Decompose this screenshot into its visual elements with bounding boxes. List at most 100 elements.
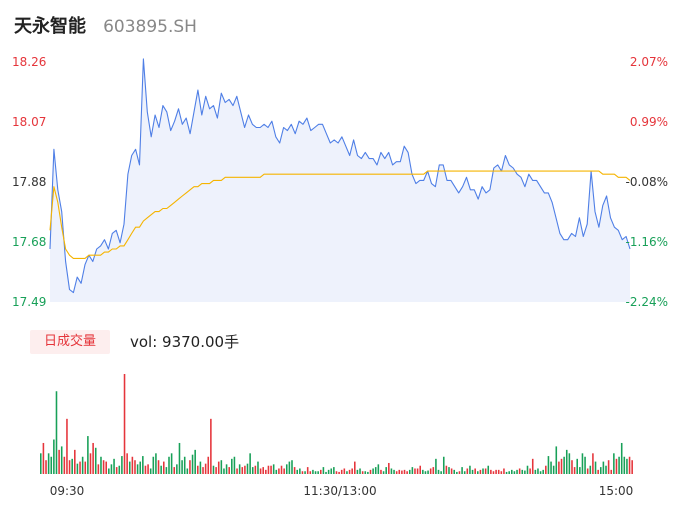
volume-bar (361, 471, 364, 474)
volume-bar (466, 468, 469, 474)
volume-bar (364, 471, 367, 474)
volume-bar (254, 465, 257, 474)
volume-bar (157, 460, 160, 474)
volume-bar (573, 467, 576, 474)
price-lines-layer (49, 58, 631, 294)
volume-bar (244, 465, 246, 474)
volume-bar (440, 471, 442, 474)
volume-bar (503, 468, 505, 474)
volume-bar (484, 468, 487, 474)
volume-bar (63, 456, 66, 474)
volume-bar (191, 454, 194, 474)
volume-bar (220, 460, 223, 474)
volume-bar (142, 456, 144, 474)
volume-bar (623, 456, 626, 474)
volume-bar (607, 460, 610, 474)
x-tick-label: 09:30 (50, 484, 85, 498)
volume-bar (68, 460, 71, 474)
volume-bar (382, 471, 385, 474)
volume-bar (272, 464, 275, 474)
volume-bar (322, 467, 325, 474)
volume-bar (105, 461, 107, 474)
volume-bar (288, 461, 291, 474)
volume-bar (437, 469, 440, 474)
volume-bar (429, 468, 432, 474)
volume-bar (463, 471, 466, 474)
y-tick-right: -2.24% (626, 295, 668, 309)
volume-bar (395, 471, 398, 474)
time-axis-labels: 09:30 11:30/13:00 15:00 (50, 484, 634, 498)
volume-bar (296, 469, 299, 474)
volume-bar (351, 468, 353, 474)
volume-bar (217, 461, 220, 474)
price-axis-labels: 18.26 18.07 17.88 17.68 17.49 2.07% 0.99% -0.08… (12, 55, 668, 309)
volume-bar (204, 463, 207, 474)
volume-bar (584, 456, 586, 474)
volume-bar (422, 469, 424, 474)
volume-bar (524, 470, 526, 474)
y-tick-left: 17.49 (12, 295, 46, 309)
volume-bar (542, 469, 544, 474)
volume-bar (194, 449, 196, 474)
volume-bar (374, 467, 377, 474)
volume-bar (115, 467, 118, 474)
volume-bar (100, 456, 102, 474)
volume-bar (265, 469, 267, 474)
volume-bar (270, 465, 272, 474)
volume-bar (605, 465, 607, 474)
volume-bar (87, 436, 89, 474)
volume-bar (354, 461, 356, 474)
price-area-fill (50, 58, 630, 303)
volume-bar (197, 465, 199, 474)
volume-bar (356, 469, 359, 474)
volume-bar (228, 467, 230, 474)
volume-bar (335, 471, 338, 474)
volume-bar (589, 465, 592, 474)
volume-bar (453, 469, 456, 474)
volume-bar (330, 468, 333, 474)
volume-bar (586, 468, 589, 474)
volume-bar (333, 467, 335, 474)
volume-bar (55, 391, 58, 474)
volume-bar (223, 468, 225, 474)
volume-bar (518, 468, 521, 474)
volume-bar (257, 461, 259, 474)
volume-bar (199, 461, 202, 474)
volume-bar (534, 469, 537, 474)
volume-bar (53, 439, 55, 474)
volume-bar (94, 447, 97, 474)
volume-bar (118, 465, 121, 474)
volume-bar (477, 471, 479, 474)
volume-bar (419, 465, 421, 474)
volume-bar (385, 467, 387, 474)
tab-daily-volume[interactable]: 日成交量 (30, 330, 110, 354)
volume-bar (558, 461, 560, 474)
volume-bar (42, 442, 45, 474)
volume-bar (233, 456, 236, 474)
volume-bar (424, 471, 427, 474)
volume-bar (390, 468, 393, 474)
volume-bar (511, 469, 513, 474)
volume-bar (189, 460, 191, 474)
volume-bar (610, 469, 613, 474)
volume-bar (40, 453, 42, 474)
volume-bar (592, 453, 594, 474)
volume-bar (346, 471, 348, 474)
volume-bar (615, 458, 618, 474)
y-tick-right: -1.16% (626, 235, 668, 249)
volume-bar (372, 468, 374, 474)
volume-bar (602, 461, 605, 474)
volume-bar (207, 456, 210, 474)
volume-bar (110, 464, 113, 474)
volume-bar (241, 467, 244, 474)
volume-bar (565, 449, 568, 474)
volume-bar (152, 456, 155, 474)
volume-bar (121, 456, 123, 474)
volume-bar (552, 465, 555, 474)
volume-bar (113, 458, 115, 474)
volume-bar (149, 468, 152, 474)
stock-title: 天永智能 603895.SH (14, 12, 197, 40)
volume-bar (550, 461, 552, 474)
volume-bar (97, 464, 100, 474)
